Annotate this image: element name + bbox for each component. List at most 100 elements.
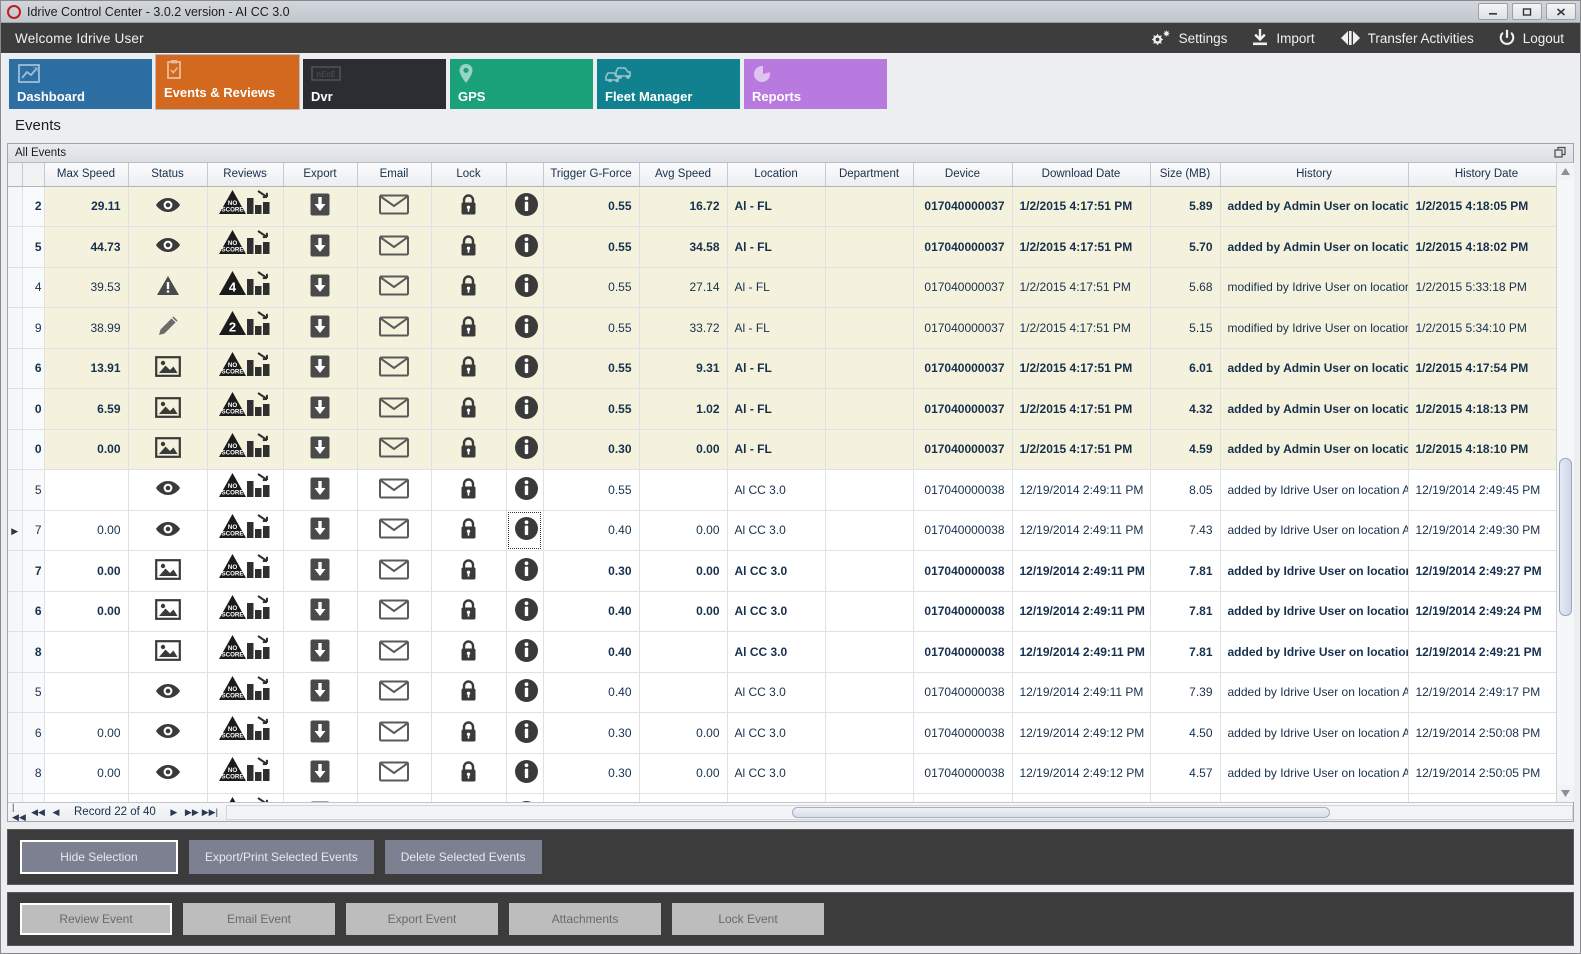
status-cell[interactable] xyxy=(128,672,208,713)
table-row[interactable]: 6 13.91 NO SCORE 0.55 9.31 Al - FL 017040000037… xyxy=(8,348,1556,389)
minimize-button[interactable] xyxy=(1478,3,1508,20)
row-selector[interactable] xyxy=(8,631,23,673)
email-cell[interactable] xyxy=(357,753,432,794)
lock-icon[interactable] xyxy=(459,679,478,702)
header-status[interactable]: Status xyxy=(128,163,208,187)
lock-icon[interactable] xyxy=(459,760,478,783)
email-cell[interactable] xyxy=(357,226,432,268)
first-record-button[interactable]: |◀◀ xyxy=(12,801,26,822)
delete-selected-events-button[interactable]: Delete Selected Events xyxy=(384,840,542,874)
row-selector[interactable] xyxy=(8,267,23,308)
header-location[interactable]: Location xyxy=(727,163,826,187)
reviews-cell[interactable]: 4 xyxy=(207,267,284,308)
lock-cell[interactable] xyxy=(431,753,507,794)
status-cell[interactable] xyxy=(128,348,208,389)
hide-selection-button[interactable]: Hide Selection xyxy=(20,840,178,874)
status-cell[interactable] xyxy=(128,591,208,632)
eye-icon[interactable] xyxy=(155,722,181,740)
info-cell[interactable] xyxy=(506,793,544,802)
table-row[interactable]: 5 44.73 NO SCORE 0.55 34.58 Al - FL 01704000003… xyxy=(8,226,1556,268)
import-button[interactable]: Import xyxy=(1251,29,1315,47)
lock-icon[interactable] xyxy=(459,720,478,743)
tab-dashboard[interactable]: Dashboard xyxy=(9,59,152,109)
status-cell[interactable] xyxy=(128,510,208,551)
review-event-button[interactable]: Review Event xyxy=(19,902,173,936)
tab-events-and-reviews[interactable]: Events & Reviews xyxy=(155,54,300,110)
envelope-icon[interactable] xyxy=(379,518,409,539)
header-avg-speed[interactable]: Avg Speed xyxy=(639,163,728,187)
lock-cell[interactable] xyxy=(431,672,507,713)
email-event-button[interactable]: Email Event xyxy=(183,903,335,935)
status-cell[interactable] xyxy=(128,186,208,227)
header-lock[interactable]: Lock xyxy=(431,163,507,187)
status-cell[interactable] xyxy=(128,429,208,470)
image-icon[interactable] xyxy=(154,437,181,459)
row-selector[interactable] xyxy=(8,672,23,713)
export-cell[interactable] xyxy=(283,591,358,632)
lock-icon[interactable] xyxy=(459,193,478,216)
lock-cell[interactable] xyxy=(431,267,507,308)
envelope-icon[interactable] xyxy=(379,680,409,701)
envelope-icon[interactable] xyxy=(379,761,409,782)
row-selector[interactable] xyxy=(8,226,23,268)
lock-event-button[interactable]: Lock Event xyxy=(672,903,824,935)
horizontal-scrollbar[interactable] xyxy=(225,804,1573,820)
lock-icon[interactable] xyxy=(459,517,478,540)
envelope-icon[interactable] xyxy=(379,397,409,418)
maximize-button[interactable] xyxy=(1512,3,1542,20)
lock-icon[interactable] xyxy=(459,598,478,621)
image-icon[interactable] xyxy=(154,396,181,418)
previous-page-button[interactable]: ◀◀ xyxy=(31,806,45,817)
download-arrow-icon[interactable] xyxy=(309,314,331,339)
download-arrow-icon[interactable] xyxy=(309,557,331,582)
lock-icon[interactable] xyxy=(459,315,478,338)
table-row[interactable]: 2 29.11 NO SCORE 0.55 16.72 Al - FL 01704000003… xyxy=(8,186,1556,227)
export-print-selected-events-button[interactable]: Export/Print Selected Events xyxy=(189,840,374,874)
warning-icon[interactable] xyxy=(156,275,180,296)
info-icon[interactable] xyxy=(514,314,539,339)
info-cell[interactable] xyxy=(506,591,544,632)
download-arrow-icon[interactable] xyxy=(309,759,331,784)
row-selector[interactable] xyxy=(8,550,23,592)
info-icon[interactable] xyxy=(514,759,539,784)
email-cell[interactable] xyxy=(357,712,432,754)
envelope-icon[interactable] xyxy=(379,275,409,296)
eye-icon[interactable] xyxy=(155,520,181,538)
pencil-icon[interactable] xyxy=(157,315,179,337)
info-cell[interactable] xyxy=(506,429,544,470)
tab-dvr[interactable]: nEnE Dvr xyxy=(303,59,446,109)
email-cell[interactable] xyxy=(357,469,432,511)
lock-cell[interactable] xyxy=(431,186,507,227)
info-cell[interactable] xyxy=(506,226,544,268)
info-icon[interactable] xyxy=(514,719,539,744)
vertical-scroll-track[interactable] xyxy=(1556,180,1574,785)
lock-cell[interactable] xyxy=(431,469,507,511)
image-icon[interactable] xyxy=(154,356,181,378)
info-icon[interactable] xyxy=(514,273,539,298)
score-icon[interactable]: 2 xyxy=(217,309,273,343)
download-arrow-icon[interactable] xyxy=(309,233,331,258)
email-cell[interactable] xyxy=(357,631,432,673)
info-cell[interactable] xyxy=(506,510,544,551)
export-cell[interactable] xyxy=(283,429,358,470)
envelope-icon[interactable] xyxy=(379,721,409,742)
info-icon[interactable] xyxy=(514,557,539,582)
email-cell[interactable] xyxy=(357,793,432,802)
info-icon[interactable] xyxy=(514,597,539,622)
status-cell[interactable] xyxy=(128,631,208,673)
info-cell[interactable] xyxy=(506,550,544,592)
export-cell[interactable] xyxy=(283,550,358,592)
row-selector[interactable] xyxy=(8,429,23,470)
